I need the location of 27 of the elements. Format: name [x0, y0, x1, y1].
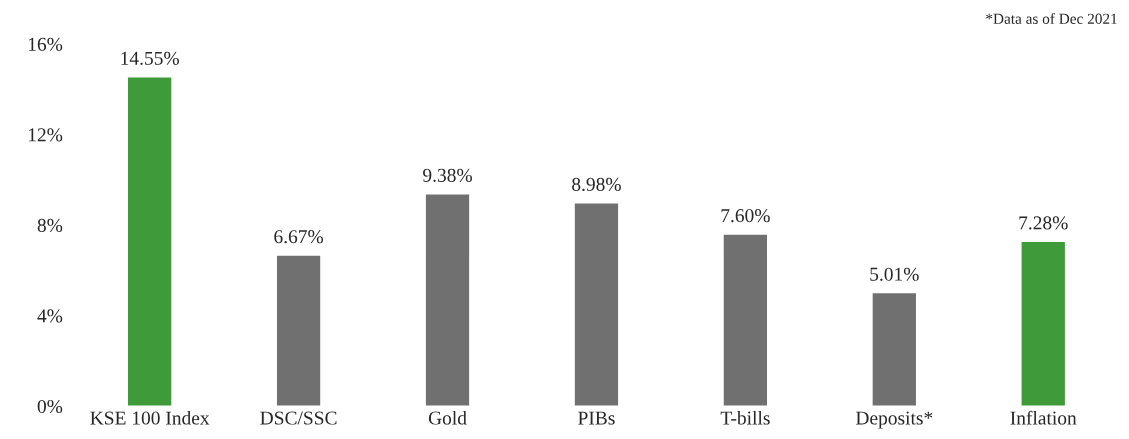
x-tick-label: KSE 100 Index — [90, 410, 210, 425]
bar — [871, 291, 918, 407]
x-tick-label: Inflation — [1010, 410, 1077, 425]
x-tick-label: DSC/SSC — [260, 411, 337, 425]
y-tick-label: 12% — [28, 128, 63, 142]
y-tick-label: 0% — [37, 399, 63, 414]
bar — [275, 254, 322, 407]
data-label: 7.28% — [1019, 216, 1068, 230]
data-label: 6.67% — [274, 230, 324, 244]
bar — [126, 76, 173, 407]
y-tick-label: 4% — [37, 309, 63, 323]
y-tick-label: 16% — [28, 37, 63, 51]
bar — [573, 202, 620, 407]
data-label: 9.38% — [423, 168, 472, 182]
bar — [424, 193, 471, 407]
data-label: 5.01% — [870, 267, 919, 281]
x-tick-label: PIBs — [578, 411, 615, 425]
y-tick-label: 8% — [37, 218, 63, 232]
bar — [722, 233, 769, 407]
text: *Data as of Dec 2021 — [986, 13, 1117, 24]
x-tick-label: Deposits* — [855, 411, 933, 429]
data-label: 8.98% — [572, 177, 621, 192]
x-tick-label: Gold — [428, 410, 467, 425]
bar — [1020, 240, 1067, 407]
x-tick-label: T-bills — [720, 410, 770, 425]
data-label: 7.60% — [721, 209, 770, 223]
data-label: 14.55% — [121, 51, 179, 65]
